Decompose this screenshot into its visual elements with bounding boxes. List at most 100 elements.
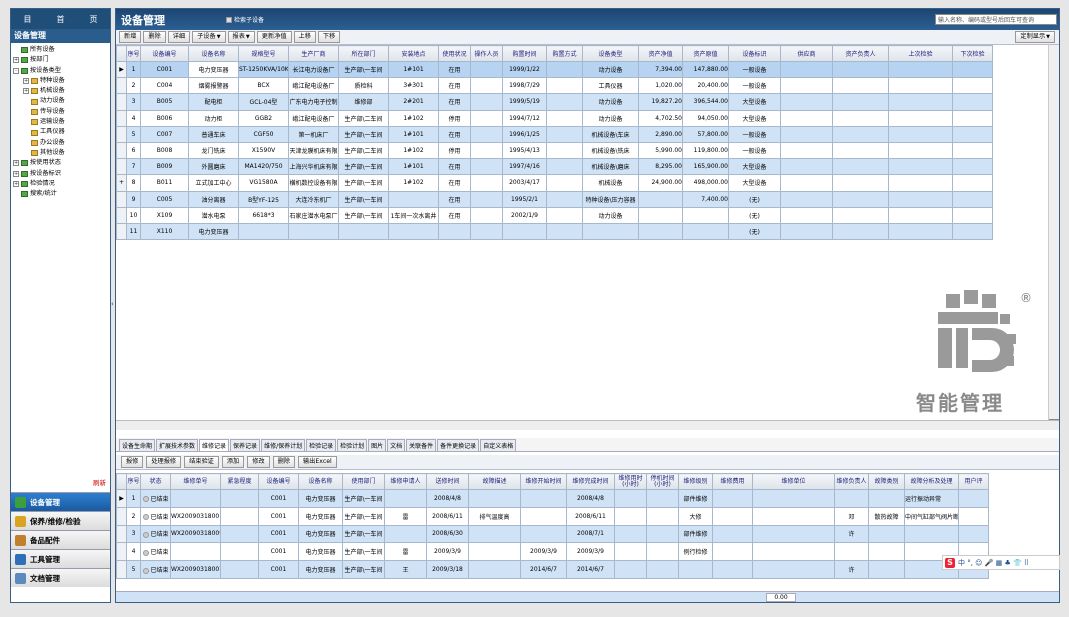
detail-toolbar-button[interactable]: 报修 [121, 456, 144, 468]
row-indicator[interactable]: + [116, 174, 127, 192]
row-indicator[interactable]: ▶ [116, 489, 127, 508]
toolbar-button[interactable]: 更新净值 [256, 31, 292, 43]
expand-icon[interactable]: + [13, 160, 19, 167]
custom-display-button[interactable]: 定制显示▼ [1015, 31, 1055, 43]
table-row[interactable]: 4 B006 动力柜 GGB2 峨江配电设备厂 生产部\二车间 1#102 停用 1994/7/… [116, 109, 993, 127]
column-header[interactable]: 设备名称 [298, 473, 343, 490]
expand-icon[interactable]: - [13, 67, 19, 74]
column-header[interactable]: 生产厂商 [288, 45, 339, 62]
tree-item[interactable]: 所有设备 [13, 45, 108, 55]
table-row[interactable]: 4 已结束 C001 电力变压器 生产部\一车间雷 2009/3/9 2009/3/9 20… [116, 542, 989, 562]
module-3[interactable]: 备品配件 [11, 530, 110, 549]
toolbar-button[interactable]: 上移 [293, 31, 316, 43]
column-header[interactable]: 故障描述 [468, 473, 521, 490]
expand-icon[interactable]: + [13, 170, 19, 177]
column-header[interactable]: 维修开始时间 [520, 473, 567, 490]
column-header[interactable]: 送修时间 [426, 473, 469, 490]
column-header[interactable]: 供应商 [780, 45, 833, 62]
row-indicator[interactable] [116, 222, 127, 241]
tab-item[interactable]: 图片 [368, 439, 387, 451]
table-row[interactable]: 5 C007 普通车床 CGF50 第一机床厂 生产部\一车间 1#101 在用 1996/1/… [116, 125, 993, 143]
table-row[interactable]: 2 已结束 WX20090318001 C001 电力变压器 生产部\一车间雷 2008/… [116, 506, 989, 526]
row-indicator[interactable] [116, 542, 127, 562]
refresh-link[interactable]: 刷新 [93, 479, 106, 487]
column-header[interactable]: 安装地点 [388, 45, 439, 62]
tab-item[interactable]: 保养记录 [230, 439, 261, 451]
row-indicator[interactable] [116, 190, 127, 208]
column-header[interactable]: 设备标识 [728, 45, 781, 62]
column-header[interactable]: 维修申请人 [384, 473, 427, 490]
column-header[interactable]: 紧急程度 [220, 473, 259, 490]
detail-toolbar-button[interactable]: 修改 [247, 456, 270, 468]
column-header[interactable]: 故障分析及处理 [904, 473, 959, 490]
tab-item[interactable]: 关联备件 [406, 439, 437, 451]
column-header[interactable]: 上次检验 [888, 45, 953, 62]
collapse-handle[interactable]: ‹ [111, 300, 114, 308]
detail-toolbar-button[interactable]: 结束验证 [184, 456, 219, 468]
table-row[interactable]: 11 X110 电力变压器 (无) [116, 222, 993, 241]
column-header[interactable]: 故障类别 [868, 473, 905, 490]
tab-item[interactable]: 扩展技术参数 [156, 439, 199, 451]
row-indicator[interactable] [116, 125, 127, 143]
tab-item[interactable]: 检验计划 [337, 439, 368, 451]
tree-item[interactable]: 动力设备 [13, 96, 108, 106]
toolbar-button[interactable]: 详细 [167, 31, 191, 43]
column-header[interactable]: 资产净值 [638, 45, 683, 62]
column-header[interactable]: 规格型号 [238, 45, 289, 62]
tab-item[interactable]: 维修/保养计划 [261, 439, 306, 451]
sogou-icon[interactable]: S [945, 557, 955, 568]
tree-item[interactable]: 办公设备 [13, 138, 108, 148]
toolbar-button[interactable]: 下移 [317, 31, 341, 43]
expand-icon[interactable]: + [13, 181, 19, 187]
splitter-bar[interactable] [116, 420, 1059, 430]
table-row[interactable]: 3 已结束 WX20090318009 C001 电力变压器 生产部\一车间 2008/6… [116, 524, 989, 544]
row-indicator[interactable] [116, 109, 127, 127]
module-5[interactable]: 文档管理 [11, 568, 110, 587]
table-row[interactable]: ▶ 1 已结束 C001 电力变压器 生产部\一车间 2008/4/8 2008/4/8 部件… [116, 489, 989, 508]
row-indicator[interactable] [116, 524, 127, 544]
module-4[interactable]: 工具管理 [11, 549, 110, 568]
column-header[interactable]: 购置时间 [502, 45, 547, 62]
module-1[interactable]: 设备管理 [11, 492, 110, 511]
tree-item[interactable]: 传导设备 [13, 107, 108, 117]
detail-toolbar-button[interactable]: 处理报修 [146, 456, 182, 468]
row-indicator[interactable] [116, 206, 127, 224]
ime-status-icons[interactable]: 中 °, ☺ 🎤 ▦ ♣ 👕 ⠿ [958, 558, 1030, 567]
table-row[interactable]: 10 X109 潜水电泵 6618*3 石家庄潜水电泵厂 生产部\一车间 1车间一次水离井在… [116, 206, 993, 224]
tab-item[interactable]: 设备生命期 [119, 439, 156, 451]
ime-toolbar[interactable]: S 中 °, ☺ 🎤 ▦ ♣ 👕 ⠿ [942, 555, 1060, 570]
column-header[interactable]: 设备名称 [188, 45, 239, 62]
column-header[interactable]: 设备编号 [258, 473, 299, 490]
row-indicator[interactable] [116, 141, 127, 160]
row-indicator[interactable] [116, 77, 127, 95]
toolbar-button[interactable]: 删除 [143, 31, 166, 43]
column-header[interactable]: 设备编号 [140, 45, 189, 62]
column-header[interactable]: 使用部门 [342, 473, 385, 490]
detail-toolbar-button[interactable]: 添加 [221, 456, 245, 468]
column-header[interactable]: 使用状况 [438, 45, 471, 62]
table-row[interactable]: 6 B008 龙门铣床 X1590V 天津龙膜机床有限 生产部\二车间 1#102 停用 199… [116, 141, 993, 160]
tab-item[interactable]: 备件更换记录 [437, 439, 480, 451]
column-header[interactable]: 设备类型 [582, 45, 639, 62]
column-header[interactable]: 序号 [126, 45, 141, 62]
home-bar[interactable]: 目 首 页 [11, 9, 110, 29]
tree-item[interactable]: + 按部门 [13, 55, 108, 65]
column-header[interactable]: 维修负责人 [834, 473, 869, 490]
tree-item[interactable]: + 机械设备 [13, 86, 108, 96]
toolbar-button[interactable]: 新增 [119, 31, 142, 43]
table-row[interactable]: 2 C004 烟雾报警器 BCX 峨江配电设备厂 质检科 3#301 在用 1998/7/29 工… [116, 77, 993, 95]
expand-icon[interactable]: + [13, 57, 19, 64]
tree-item[interactable]: + 检验情况 [13, 179, 108, 189]
table-row[interactable]: 9 C005 油分离器 B型YF-125 大连冷东机厂 生产部\一车间 在用 1995/2/1… [116, 190, 993, 208]
tree-item[interactable]: - 按设备类型 [13, 66, 108, 76]
row-indicator[interactable] [116, 560, 127, 579]
table-row[interactable]: ▶ 1 C001 电力变压器 ST-1250KVA/10KV 长江电力设备厂 生产部\一车间… [116, 60, 993, 79]
tree-item[interactable]: 搜索/统计 [13, 189, 108, 199]
sub-device-checkbox[interactable]: 检索子设备 [226, 15, 264, 24]
checkbox-icon[interactable] [226, 16, 232, 23]
table-row[interactable]: +8 B011 立式加工中心 VG1580A 横机数控设备有限 生产部\一车间 1#102 在… [116, 174, 993, 192]
row-indicator[interactable] [116, 158, 127, 176]
tree-item[interactable]: + 按使用状态 [13, 158, 108, 168]
tree-item[interactable]: + 特种设备 [13, 76, 108, 86]
expand-icon[interactable]: + [23, 78, 29, 85]
